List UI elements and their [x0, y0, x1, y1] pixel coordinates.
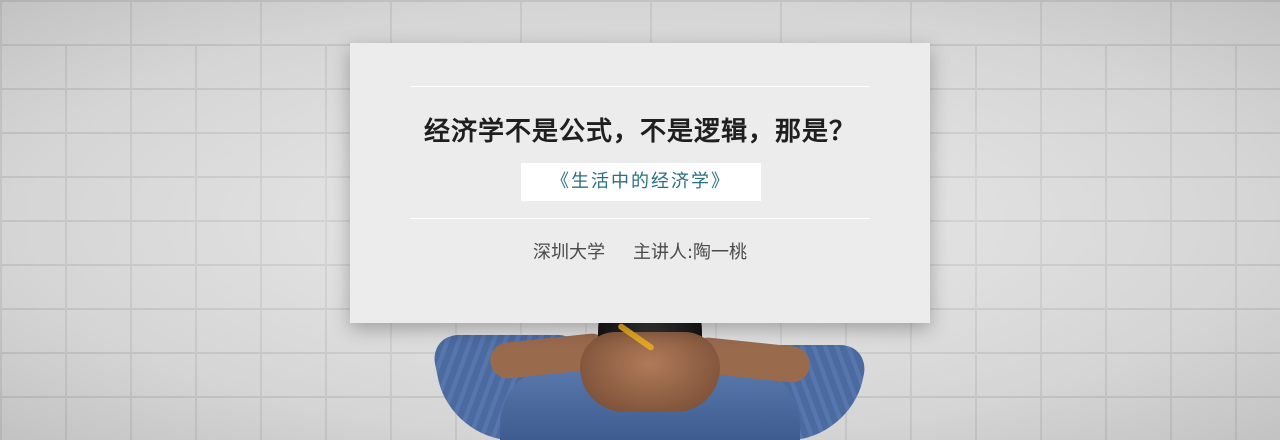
- title-card: 经济学不是公式，不是逻辑，那是？ 《生活中的经济学》 深圳大学 主讲人:陶一桃: [350, 43, 930, 323]
- divider-top: [410, 86, 870, 87]
- byline: 深圳大学 主讲人:陶一桃: [350, 238, 930, 264]
- lecturer: 主讲人:陶一桃: [632, 242, 748, 263]
- course-title-tag: 《生活中的经济学》: [521, 163, 761, 201]
- institution: 深圳大学: [532, 242, 605, 263]
- divider-bottom: [410, 218, 870, 219]
- headline: 经济学不是公式，不是逻辑，那是？: [423, 117, 856, 147]
